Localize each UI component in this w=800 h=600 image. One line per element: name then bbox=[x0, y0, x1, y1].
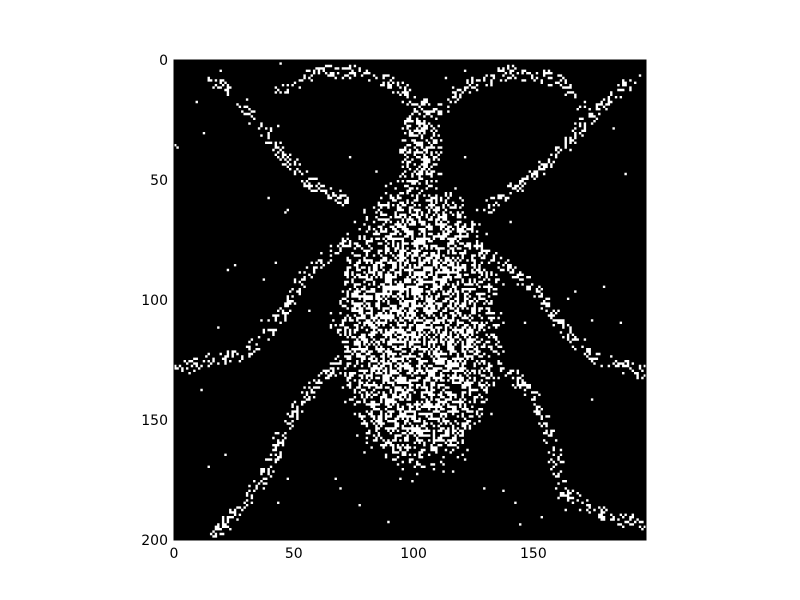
y-tick-label: 100 bbox=[141, 293, 168, 309]
y-tick-label: 50 bbox=[150, 173, 168, 189]
image-foreground-pixels bbox=[174, 62, 646, 538]
image-pixels bbox=[174, 62, 646, 538]
y-tick-label: 0 bbox=[159, 53, 168, 69]
x-tick-label: 150 bbox=[520, 546, 547, 562]
x-tick-label: 100 bbox=[400, 546, 427, 562]
y-tick-label: 200 bbox=[141, 533, 168, 549]
x-tick-label: 50 bbox=[285, 546, 303, 562]
y-tick-label: 150 bbox=[141, 413, 168, 429]
y-axis: 0 50 100 150 200 bbox=[141, 53, 646, 549]
image-plot-area bbox=[173, 59, 647, 541]
x-tick-label: 0 bbox=[170, 546, 179, 562]
x-axis: 0 50 100 150 bbox=[170, 60, 547, 562]
